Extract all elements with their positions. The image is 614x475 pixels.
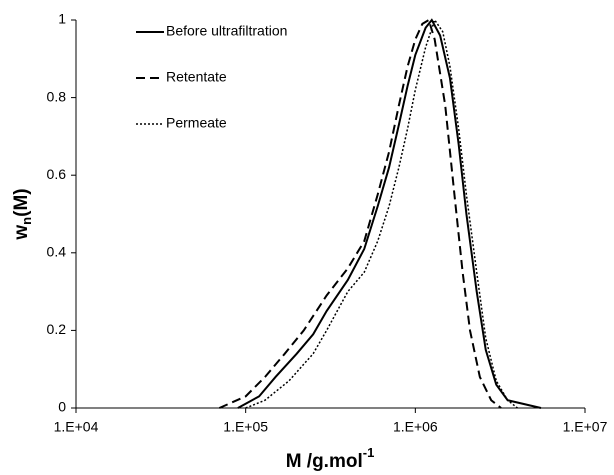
x-tick-label: 1.E+06 (393, 419, 438, 435)
y-axis-title-text: w (11, 225, 32, 241)
x-axis-title-sup: -1 (363, 445, 375, 460)
x-tick-label: 1.E+04 (54, 419, 99, 435)
y-axis-title-rest: (M) (11, 188, 32, 216)
y-tick-label: 1 (58, 11, 66, 27)
y-tick-label: 0.8 (47, 88, 67, 104)
legend: Before ultrafiltration Retentate Permeate (136, 23, 287, 131)
series-line (237, 18, 542, 409)
y-tick-label: 0 (58, 399, 66, 415)
legend-label: Retentate (166, 69, 227, 85)
x-axis-title-text: M /g.mol (286, 451, 363, 472)
x-axis-title: M /g.mol-1 (286, 445, 375, 472)
x-tick-label: 1.E+05 (223, 419, 268, 435)
series-line (218, 18, 502, 409)
x-tick-label: 1.E+07 (563, 419, 608, 435)
legend-label: Before ultrafiltration (166, 23, 287, 39)
y-tick-label: 0.2 (47, 321, 67, 337)
y-axis-title: wn(M) (11, 188, 34, 240)
y-tick-label: 0.4 (47, 244, 67, 260)
y-tick-label: 0.6 (47, 166, 67, 182)
y-axis-title-sub: n (19, 217, 34, 225)
series-line (245, 18, 518, 409)
legend-label: Permeate (166, 115, 227, 131)
